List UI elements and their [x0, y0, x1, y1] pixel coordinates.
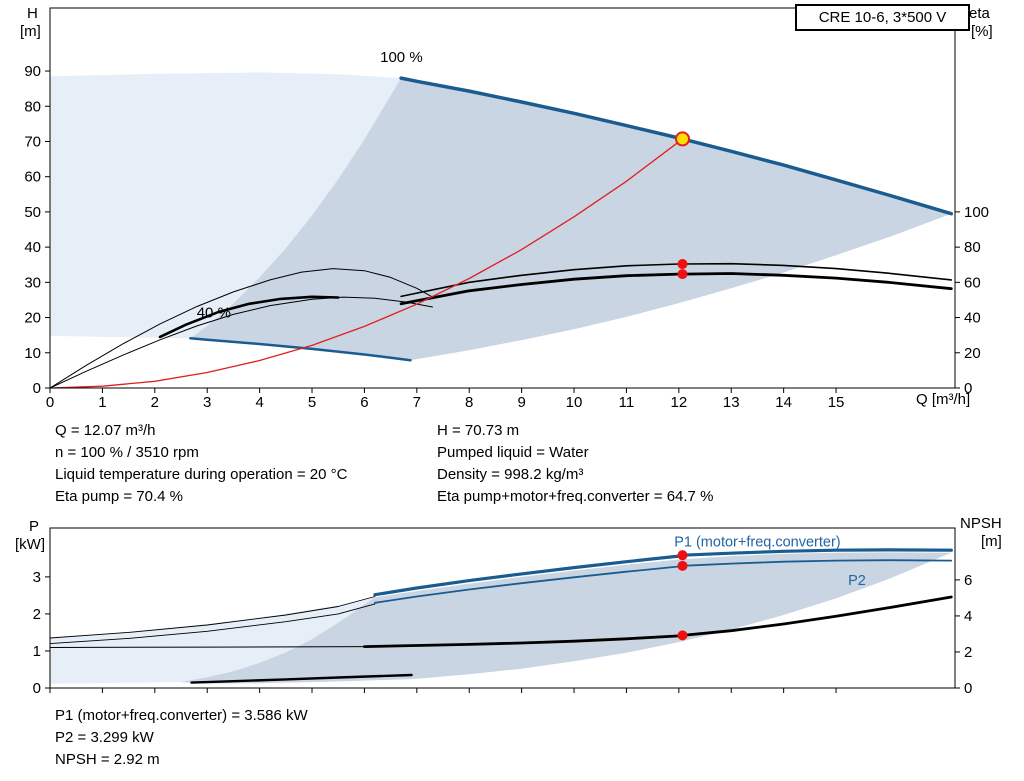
duty-results-right-column: H = 70.73 m Pumped liquid = Water Densit…	[437, 420, 713, 508]
x-tick-label: 0	[46, 394, 54, 411]
power-results-column: P1 (motor+freq.converter) = 3.586 kW P2 …	[55, 705, 308, 771]
x-tick-label: 5	[308, 394, 316, 411]
npsh-left-segment	[49, 646, 365, 648]
p-reduced-line-lower	[49, 603, 376, 645]
result-temperature: Liquid temperature during operation = 20…	[55, 466, 348, 483]
x-tick-label: 9	[517, 394, 525, 411]
x-tick-label: 1	[98, 394, 106, 411]
power-axis-caption: P	[29, 518, 40, 535]
y-left-tick-label: 90	[24, 63, 41, 80]
x-tick-label: 8	[465, 394, 473, 411]
pump-model-badge: CRE 10-6, 3*500 V	[795, 4, 970, 31]
y-right-tick-label: 2	[964, 644, 972, 661]
x-tick-label: 15	[828, 394, 845, 411]
result-p2: P2 = 3.299 kW	[55, 729, 154, 746]
envelope-light	[50, 72, 402, 339]
y-left-tick-label: 3	[33, 569, 41, 586]
eta-axis-caption: eta	[969, 5, 990, 22]
power-npsh-chart[interactable]: 0 1 2 3 0 2 4 6 P1 (motor+freq.converter) P2	[0, 518, 1024, 700]
y-left-tick-label: 40	[24, 239, 41, 256]
y-left-tick-label: 60	[24, 169, 41, 186]
y-left-tick-label: 50	[24, 204, 41, 221]
y-left-tick-label: 1	[33, 643, 41, 660]
result-p1: P1 (motor+freq.converter) = 3.586 kW	[55, 707, 308, 724]
result-npsh: NPSH = 2.92 m	[55, 751, 160, 768]
y-left-tick-label: 0	[33, 680, 41, 697]
npsh-axis-unit: [m]	[981, 533, 1002, 550]
eta-reduced-arc-c	[158, 295, 340, 339]
p1-point	[677, 550, 688, 561]
y-right-tick-label: 100	[964, 204, 989, 221]
y-left-tick-label: 10	[24, 345, 41, 362]
y-left-tick-label: 20	[24, 310, 41, 327]
y-right-tick-label: 60	[964, 274, 981, 291]
result-head: H = 70.73 m	[437, 422, 520, 439]
y-right-tick-label: 4	[964, 608, 972, 625]
power-npsh-frame	[49, 527, 956, 689]
speed-100-label: 100 %	[380, 49, 423, 66]
p-reduced-line-upper	[49, 596, 376, 639]
eta-total-point	[677, 269, 688, 280]
npsh-reduced-curve	[190, 673, 413, 684]
duty-results-left-column: Q = 12.07 m³/h n = 100 % / 3510 rpm Liqu…	[55, 420, 347, 508]
x-tick-label: 11	[619, 394, 635, 411]
y-left-tick-label: 0	[33, 380, 41, 397]
power-envelope-dark	[180, 552, 952, 684]
result-eta-pump: Eta pump = 70.4 %	[55, 488, 183, 505]
eta-pump-point	[677, 259, 688, 270]
y-right-tick-label: 40	[964, 310, 981, 327]
head-axis-unit: [m]	[20, 23, 41, 40]
y-right-tick-label: 20	[964, 345, 981, 362]
power-axis-unit: [kW]	[15, 536, 45, 553]
result-speed: n = 100 % / 3510 rpm	[55, 444, 199, 461]
npsh-point	[677, 630, 688, 641]
x-tick-label: 2	[151, 394, 159, 411]
y-right-tick-label: 0	[964, 380, 972, 397]
x-tick-label: 4	[255, 394, 263, 411]
p2-point	[677, 560, 688, 571]
head-flow-frame	[49, 7, 956, 389]
y-left-tick-label: 2	[33, 606, 41, 623]
head-axis-caption: H	[27, 5, 38, 22]
y-right-tick-label: 6	[964, 572, 972, 589]
speed-40-label: 40 %	[197, 305, 231, 322]
x-tick-label: 7	[413, 394, 421, 411]
p2-curve-label: P2	[848, 573, 866, 589]
y-right-tick-label: 0	[964, 680, 972, 697]
system-curve	[49, 138, 684, 389]
result-eta-total: Eta pump+motor+freq.converter = 64.7 %	[437, 488, 714, 505]
eta-axis-unit: [%]	[971, 23, 993, 40]
y-right-tick-label: 80	[964, 239, 981, 256]
result-flow: Q = 12.07 m³/h	[55, 422, 156, 439]
flow-axis-caption: Q [m³/h]	[916, 391, 971, 408]
p1-curve-label: P1 (motor+freq.converter)	[674, 535, 840, 551]
y-left-tick-label: 70	[24, 133, 41, 150]
eta-reduced-arc-a	[49, 268, 433, 389]
x-tick-label: 6	[360, 394, 368, 411]
x-tick-label: 12	[670, 394, 687, 411]
speed-40-curve	[189, 337, 412, 362]
result-density: Density = 998.2 kg/m³	[437, 466, 584, 483]
x-tick-label: 3	[203, 394, 211, 411]
x-tick-label: 10	[566, 394, 583, 411]
power-envelope-light	[50, 597, 375, 684]
x-tick-label: 13	[723, 394, 740, 411]
head-flow-chart[interactable]: 0 1 2 3 4 5 6 7 8 9 10 11 12 13 14 15010203040506070809…	[0, 0, 1024, 412]
y-left-tick-label: 80	[24, 98, 41, 115]
result-liquid: Pumped liquid = Water	[437, 444, 589, 461]
npsh-axis-caption: NPSH	[960, 515, 1002, 532]
y-left-tick-label: 30	[24, 274, 41, 291]
eta-reduced-arc-b	[49, 296, 433, 389]
duty-point[interactable]	[675, 131, 691, 147]
x-tick-label: 14	[775, 394, 792, 411]
